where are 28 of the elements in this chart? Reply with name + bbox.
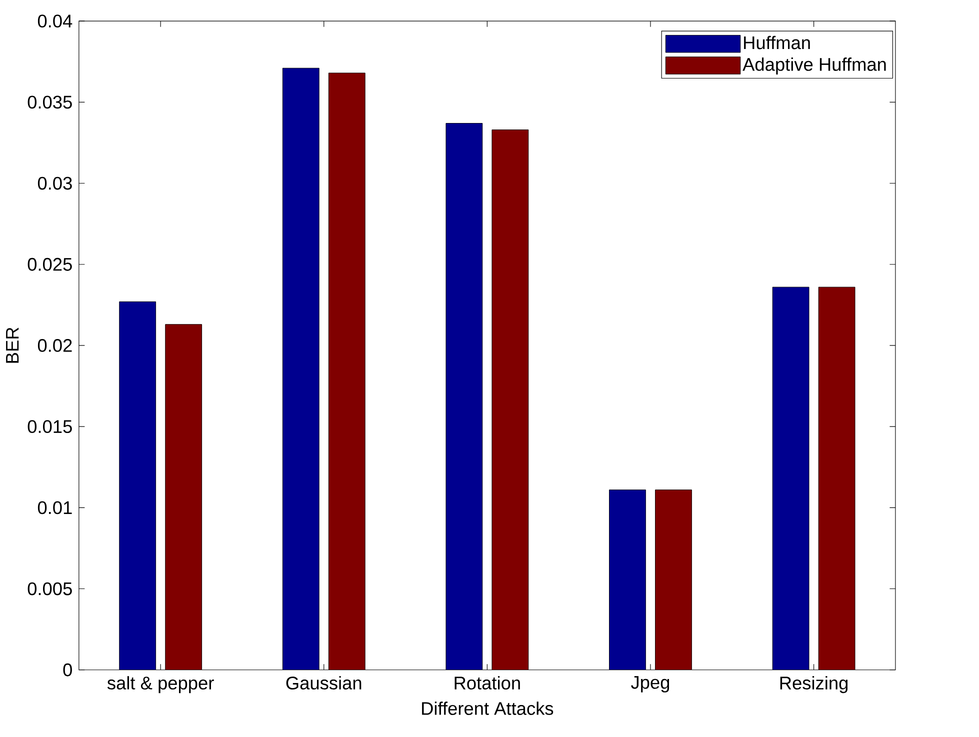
bar xyxy=(328,72,366,670)
bar xyxy=(492,130,529,670)
bar xyxy=(818,286,856,670)
bar xyxy=(655,490,692,670)
x-axis-title: Different Attacks xyxy=(422,702,554,715)
y-tick-label: 0 xyxy=(63,663,72,676)
y-tick-label: 0.01 xyxy=(38,501,72,514)
x-tick-label: salt & pepper xyxy=(107,676,214,694)
legend-label: Huffman xyxy=(744,36,810,50)
x-tick-label: Jpeg xyxy=(631,676,670,692)
y-tick-label: 0.02 xyxy=(38,339,72,352)
bar xyxy=(165,324,202,670)
y-tick-label: 0.015 xyxy=(28,420,72,434)
bar xyxy=(119,301,156,670)
y-tick-label: 0.04 xyxy=(38,14,72,28)
y-tick-label: 0.03 xyxy=(38,176,72,190)
x-tick-label: Gaussian xyxy=(286,676,362,690)
bar xyxy=(609,490,646,670)
bar xyxy=(446,123,483,670)
x-tick-label: Resizing xyxy=(780,676,848,694)
x-tick-label: Rotation xyxy=(454,676,520,690)
y-tick-label: 0.035 xyxy=(28,96,72,109)
y-axis-title: BER xyxy=(6,328,19,363)
bar xyxy=(772,286,810,670)
legend-label: Adaptive Huffman xyxy=(742,58,886,74)
bar xyxy=(282,68,320,670)
y-tick-label: 0.005 xyxy=(28,582,72,596)
y-tick-label: 0.025 xyxy=(28,258,72,271)
